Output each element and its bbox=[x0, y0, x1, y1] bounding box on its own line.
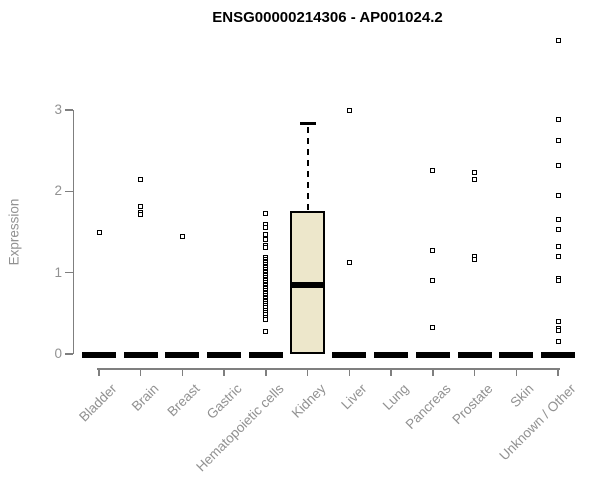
whisker-line bbox=[306, 126, 309, 211]
outlier-point bbox=[138, 212, 144, 218]
collapsed-box-median bbox=[248, 352, 283, 358]
outlier-point bbox=[555, 227, 561, 233]
outlier-point bbox=[430, 277, 436, 283]
y-tick-label: 0 bbox=[54, 346, 62, 361]
collapsed-box-median bbox=[165, 352, 200, 358]
outlier-point bbox=[346, 107, 352, 113]
x-axis-tick bbox=[348, 368, 351, 376]
collapsed-box-median bbox=[123, 352, 158, 358]
outlier-point bbox=[555, 116, 561, 122]
y-axis-tick bbox=[64, 190, 73, 193]
collapsed-box-median bbox=[457, 352, 492, 358]
outlier-point bbox=[555, 318, 561, 324]
outlier-point bbox=[346, 259, 352, 265]
outlier-point bbox=[430, 167, 436, 173]
outlier-point bbox=[555, 253, 561, 259]
outlier-point bbox=[472, 257, 478, 263]
outlier-point bbox=[472, 176, 478, 182]
outlier-point bbox=[555, 217, 561, 223]
y-tick-label: 2 bbox=[54, 183, 62, 199]
outlier-point bbox=[555, 192, 561, 198]
y-axis-tick bbox=[64, 353, 73, 355]
outlier-point bbox=[555, 339, 561, 345]
outlier-point bbox=[555, 244, 561, 250]
x-axis-tick bbox=[306, 368, 309, 376]
outlier-point bbox=[263, 317, 269, 323]
x-axis-line bbox=[97, 368, 561, 370]
x-axis-tick bbox=[390, 368, 392, 376]
outlier-point bbox=[555, 278, 561, 284]
outlier-point bbox=[430, 248, 436, 254]
collapsed-box-median bbox=[332, 352, 367, 358]
collapsed-box-median bbox=[207, 352, 242, 358]
outlier-point bbox=[96, 230, 102, 236]
outlier-point bbox=[555, 162, 561, 168]
x-axis-tick bbox=[98, 368, 100, 376]
y-axis-label: Expression bbox=[6, 198, 22, 266]
whisker-cap bbox=[299, 122, 316, 126]
outlier-point bbox=[555, 38, 561, 44]
outlier-point bbox=[263, 244, 269, 250]
collapsed-box-median bbox=[499, 352, 534, 358]
outlier-point bbox=[138, 203, 144, 209]
outlier-point bbox=[430, 325, 436, 331]
collapsed-box-median bbox=[374, 352, 409, 358]
x-axis-tick bbox=[473, 368, 476, 376]
x-axis-tick bbox=[557, 368, 559, 376]
x-axis-tick bbox=[432, 368, 434, 376]
x-axis-tick bbox=[139, 368, 142, 376]
collapsed-box-median bbox=[415, 352, 450, 358]
outlier-point bbox=[263, 210, 269, 216]
outlier-point bbox=[263, 328, 269, 334]
collapsed-box-median bbox=[82, 352, 116, 358]
outlier-point bbox=[179, 233, 185, 239]
outlier-point bbox=[138, 176, 144, 182]
box-median-line bbox=[290, 281, 326, 288]
x-axis-tick bbox=[181, 368, 184, 376]
x-axis-tick bbox=[223, 368, 225, 376]
y-tick-label: 1 bbox=[54, 264, 62, 280]
outlier-point bbox=[263, 224, 269, 230]
chart-title: ENSG00000214306 - AP001024.2 bbox=[212, 9, 443, 26]
outlier-point bbox=[555, 327, 561, 333]
y-axis-tick bbox=[64, 271, 73, 274]
y-axis-line bbox=[72, 110, 74, 354]
outlier-point bbox=[263, 231, 269, 237]
x-axis-tick bbox=[265, 368, 267, 376]
y-axis-tick bbox=[64, 109, 73, 111]
collapsed-box-median bbox=[541, 352, 576, 358]
x-axis-tick bbox=[515, 368, 518, 376]
outlier-point bbox=[472, 170, 478, 176]
y-tick-label: 3 bbox=[54, 102, 62, 118]
outlier-point bbox=[555, 138, 561, 144]
outlier-point bbox=[263, 236, 269, 242]
